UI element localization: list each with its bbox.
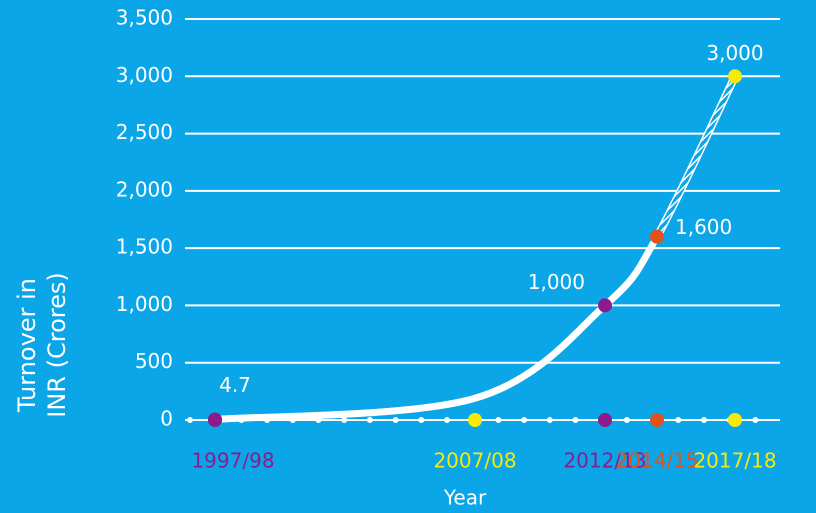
- x-tick-label: 2012/13: [563, 449, 646, 473]
- axis-dot: [728, 413, 742, 427]
- x-tick-label: 2014/15: [615, 449, 698, 473]
- data-label: 4.7: [219, 373, 251, 397]
- y-tick-label: 2,500: [116, 120, 173, 144]
- point-marker: [208, 412, 222, 427]
- point-marker: [650, 229, 664, 244]
- x-tick-label: 1997/98: [191, 449, 274, 473]
- y-tick-label: 500: [135, 349, 173, 373]
- data-label: 3,000: [706, 41, 763, 65]
- point-marker: [598, 298, 612, 313]
- y-tick-label: 2,000: [116, 177, 173, 201]
- point-marker: [728, 69, 742, 84]
- y-tick-label: 1,500: [116, 235, 173, 259]
- axis-dot: [650, 413, 664, 427]
- axis-dot: [598, 413, 612, 427]
- y-axis-title: Turnover in: [13, 278, 41, 413]
- projected-line: [654, 75, 738, 238]
- y-tick-label: 3,000: [116, 63, 173, 87]
- data-label: 1,600: [675, 215, 732, 239]
- line-series: [211, 233, 661, 423]
- y-tick-label: 0: [160, 407, 173, 431]
- data-label: 1,000: [528, 270, 585, 294]
- y-tick-label: 3,500: [116, 6, 173, 30]
- x-axis-title: Year: [443, 486, 487, 510]
- x-tick-label: 2007/08: [433, 449, 516, 473]
- x-tick-label: 2017/18: [693, 449, 776, 473]
- y-tick-label: 1,000: [116, 292, 173, 316]
- y-axis-title: INR (Crores): [43, 272, 71, 417]
- axis-dot: [468, 413, 482, 427]
